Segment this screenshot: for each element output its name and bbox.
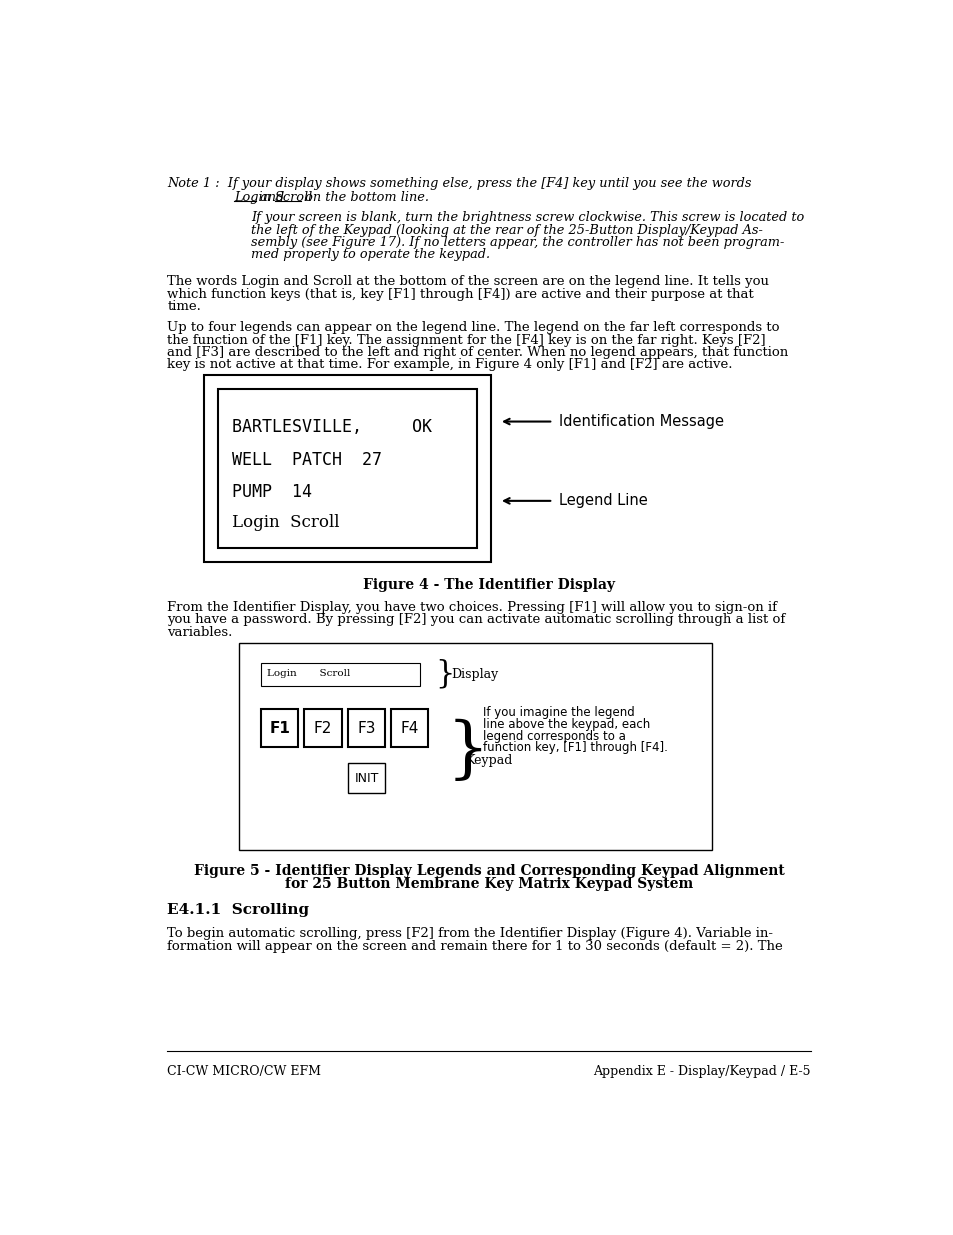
Text: time.: time. <box>167 300 201 312</box>
Text: If your screen is blank, turn the brightness screw clockwise. This screw is loca: If your screen is blank, turn the bright… <box>251 211 803 225</box>
Text: on the bottom line.: on the bottom line. <box>300 190 428 204</box>
Bar <box>261 709 298 747</box>
Text: Legend Line: Legend Line <box>558 493 647 509</box>
Text: Login       Scroll: Login Scroll <box>267 668 351 678</box>
Bar <box>239 643 711 850</box>
Text: you have a password. By pressing [F2] you can activate automatic scrolling throu: you have a password. By pressing [F2] yo… <box>167 614 784 626</box>
Text: }: } <box>435 658 455 689</box>
Text: Scroll: Scroll <box>274 190 313 204</box>
Text: Appendix E - Display/Keypad / E-5: Appendix E - Display/Keypad / E-5 <box>593 1065 810 1077</box>
Text: PUMP  14: PUMP 14 <box>233 483 312 501</box>
Text: Identification Message: Identification Message <box>558 414 723 429</box>
Text: F2: F2 <box>314 720 332 736</box>
Text: and [F3] are described to the left and right of center. When no legend appears, : and [F3] are described to the left and r… <box>167 346 788 359</box>
Text: Login: Login <box>233 190 271 204</box>
Text: the function of the [F1] key. The assignment for the [F4] key is on the far righ: the function of the [F1] key. The assign… <box>167 333 765 347</box>
Text: BARTLESVILLE,     OK: BARTLESVILLE, OK <box>233 419 432 436</box>
Text: med properly to operate the keypad.: med properly to operate the keypad. <box>251 248 490 262</box>
Text: which function keys (that is, key [F1] through [F4]) are active and their purpos: which function keys (that is, key [F1] t… <box>167 288 753 300</box>
Text: formation will appear on the screen and remain there for 1 to 30 seconds (defaul: formation will appear on the screen and … <box>167 940 782 952</box>
Text: key is not active at that time. For example, in Figure 4 only [F1] and [F2] are : key is not active at that time. For exam… <box>167 358 732 372</box>
Text: line above the keypad, each: line above the keypad, each <box>483 718 650 731</box>
Bar <box>304 709 341 747</box>
Bar <box>348 709 385 747</box>
Bar <box>348 763 385 793</box>
Text: the left of the Keypad (looking at the rear of the 25-Button Display/Keypad As-: the left of the Keypad (looking at the r… <box>251 224 762 237</box>
Bar <box>218 389 476 548</box>
Text: Figure 5 - Identifier Display Legends and Corresponding Keypad Alignment: Figure 5 - Identifier Display Legends an… <box>193 864 783 878</box>
Text: Keypad: Keypad <box>465 753 513 767</box>
Text: WELL  PATCH  27: WELL PATCH 27 <box>233 451 382 469</box>
Text: From the Identifier Display, you have two choices. Pressing [F1] will allow you : From the Identifier Display, you have tw… <box>167 601 777 614</box>
Text: F4: F4 <box>400 720 418 736</box>
Text: If you imagine the legend: If you imagine the legend <box>483 706 635 720</box>
Bar <box>391 709 428 747</box>
Text: To begin automatic scrolling, press [F2] from the Identifier Display (Figure 4).: To begin automatic scrolling, press [F2]… <box>167 927 773 940</box>
Text: Display: Display <box>451 668 497 680</box>
Text: Login  Scroll: Login Scroll <box>233 514 339 531</box>
Text: for 25 Button Membrane Key Matrix Keypad System: for 25 Button Membrane Key Matrix Keypad… <box>285 877 692 892</box>
Text: Note 1 :  If your display shows something else, press the [F4] key until you see: Note 1 : If your display shows something… <box>167 178 751 190</box>
Text: E4.1.1  Scrolling: E4.1.1 Scrolling <box>167 903 309 916</box>
Text: variables.: variables. <box>167 626 233 638</box>
Text: CI-CW MICRO/CW EFM: CI-CW MICRO/CW EFM <box>167 1065 321 1077</box>
Text: The words Login and Scroll at the bottom of the screen are on the legend line. I: The words Login and Scroll at the bottom… <box>167 275 768 288</box>
Text: legend corresponds to a: legend corresponds to a <box>483 730 626 742</box>
Text: INIT: INIT <box>354 772 378 784</box>
Text: F1: F1 <box>269 720 290 736</box>
Bar <box>204 375 491 562</box>
Text: F3: F3 <box>356 720 375 736</box>
Text: Figure 4 - The Identifier Display: Figure 4 - The Identifier Display <box>362 578 615 592</box>
Text: sembly (see Figure 17). If no letters appear, the controller has not been progra: sembly (see Figure 17). If no letters ap… <box>251 236 783 249</box>
Bar <box>261 662 419 685</box>
Text: }: } <box>446 719 488 784</box>
Text: Up to four legends can appear on the legend line. The legend on the far left cor: Up to four legends can appear on the leg… <box>167 321 779 335</box>
Text: function key, [F1] through [F4].: function key, [F1] through [F4]. <box>483 741 668 755</box>
Text: and: and <box>256 190 289 204</box>
